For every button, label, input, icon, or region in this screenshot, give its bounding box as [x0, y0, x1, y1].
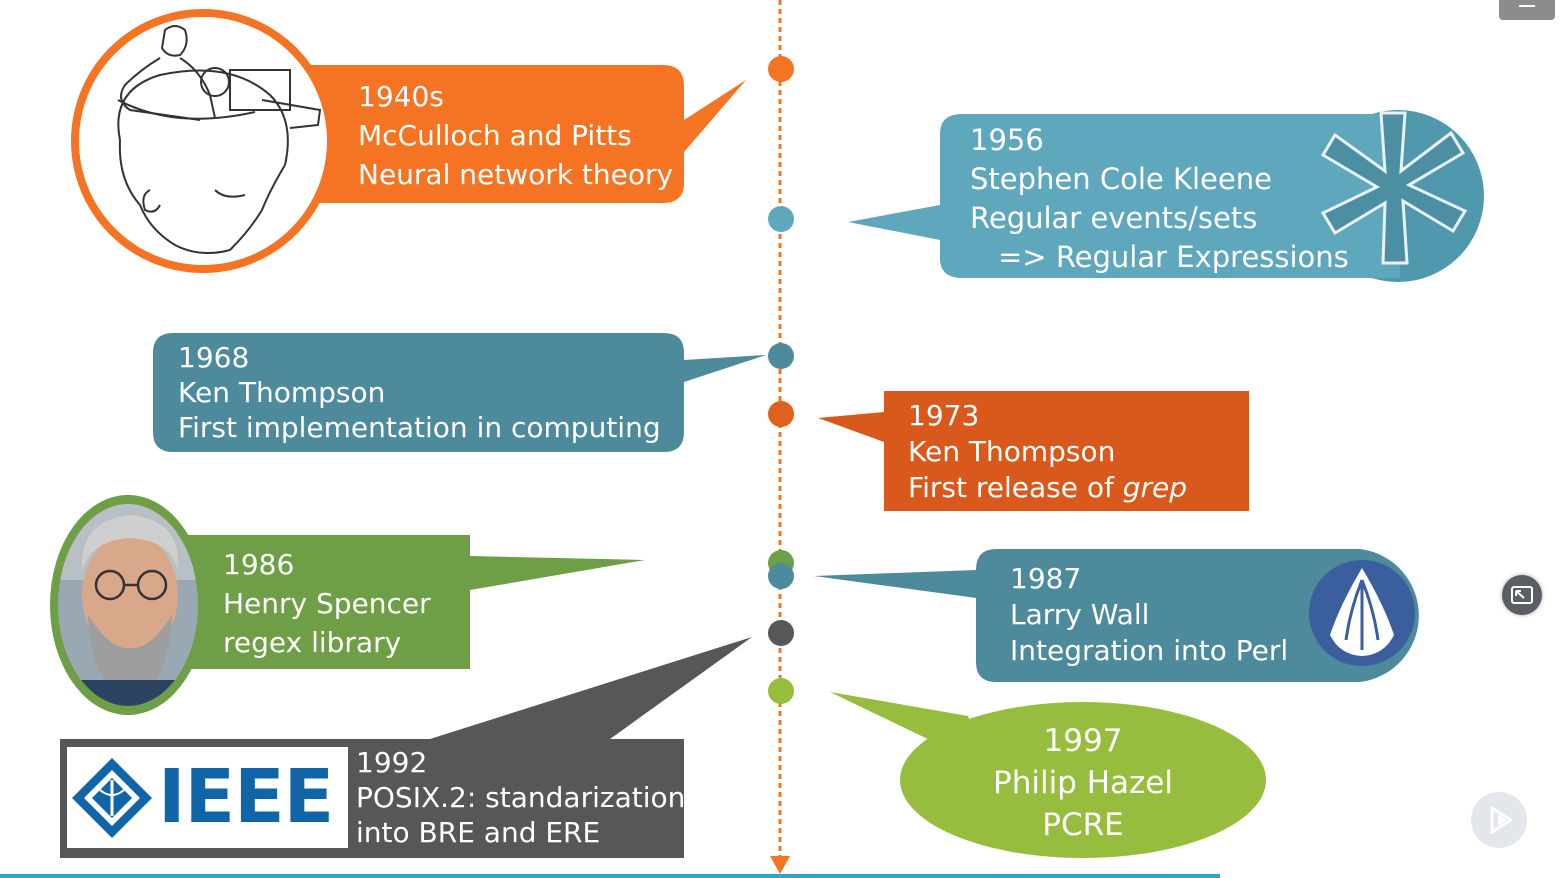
event-1940s-year: 1940s — [358, 80, 444, 113]
event-1992-text: 1992 POSIX.2: standarization into BRE an… — [356, 745, 685, 850]
event-1986-line1: Henry Spencer — [223, 587, 431, 620]
event-1956-text: 1956 Stephen Cole Kleene Regular events/… — [970, 121, 1349, 277]
dot-1940s — [768, 56, 794, 82]
asterisk-icon — [1320, 111, 1468, 265]
event-1992-line1: POSIX.2: standarization — [356, 781, 686, 814]
event-1987-text: 1987 Larry Wall Integration into Perl — [1010, 561, 1288, 669]
dot-1968 — [768, 343, 794, 369]
timeline-axis — [770, 0, 790, 874]
event-1987-year: 1987 — [1010, 562, 1082, 595]
event-1973-text: 1973 Ken Thompson First release of grep — [908, 398, 1187, 506]
menu-icon — [1519, 5, 1535, 7]
dot-1992 — [768, 620, 794, 646]
event-1956-year: 1956 — [970, 123, 1044, 157]
event-1968-line1: Ken Thompson — [178, 376, 386, 409]
event-1940s-text: 1940s McCulloch and Pitts Neural network… — [358, 77, 673, 194]
mcculloch-illustration — [71, 9, 335, 273]
event-1997-text: 1997 Philip Hazel PCRE — [902, 720, 1264, 846]
event-1973-line2: First release of grep — [908, 470, 1187, 506]
henry-spencer-photo — [58, 504, 198, 706]
dot-1987 — [768, 563, 794, 589]
event-1987-bubble — [814, 549, 1419, 682]
event-1940s-line2: Neural network theory — [358, 158, 674, 191]
event-1956-line2: Regular events/sets — [970, 201, 1258, 235]
exit-fullscreen-button[interactable] — [1502, 575, 1542, 615]
event-1987-line1: Larry Wall — [1010, 598, 1150, 631]
event-1987-line2: Integration into Perl — [1010, 634, 1289, 667]
event-1997-bubble — [830, 692, 1266, 858]
event-1992-year: 1992 — [356, 746, 428, 779]
event-1992-bubble — [60, 637, 752, 858]
event-1973-line2-prefix: First release of — [908, 471, 1123, 504]
video-progress-bar[interactable] — [0, 874, 1220, 878]
event-1968-year: 1968 — [178, 341, 250, 374]
timeline-dots — [768, 56, 794, 704]
fullscreen-exit-icon — [1511, 586, 1533, 604]
play-icon — [1490, 806, 1513, 834]
event-1973-year: 1973 — [908, 399, 980, 432]
menu-button[interactable] — [1499, 0, 1555, 20]
play-button[interactable] — [1471, 792, 1527, 848]
event-1986-line2: regex library — [223, 626, 402, 659]
event-1956-line3: => Regular Expressions — [998, 240, 1349, 274]
event-1997-line2: PCRE — [1042, 807, 1124, 843]
event-1968-bubble — [153, 333, 766, 452]
ieee-diamond-icon — [72, 758, 152, 838]
dot-1997 — [768, 678, 794, 704]
event-1997-line1: Philip Hazel — [993, 765, 1173, 801]
event-1997-year: 1997 — [1043, 723, 1123, 759]
event-1956-line1: Stephen Cole Kleene — [970, 162, 1272, 196]
dot-1956 — [768, 206, 794, 232]
dot-1973 — [768, 401, 794, 427]
event-1986-text: 1986 Henry Spencer regex library — [223, 545, 431, 662]
event-1973-line2-grep: grep — [1122, 471, 1188, 504]
event-1940s-bubble — [300, 65, 746, 203]
event-1968-text: 1968 Ken Thompson First implementation i… — [178, 340, 661, 445]
event-1973-line1: Ken Thompson — [908, 435, 1116, 468]
event-1956-bubble — [848, 110, 1484, 282]
event-1968-line2: First implementation in computing — [178, 411, 661, 444]
event-1940s-line1: McCulloch and Pitts — [358, 119, 632, 152]
onion-perl-icon — [1309, 560, 1415, 666]
event-1973-bubble — [818, 391, 1249, 511]
event-1986-year: 1986 — [223, 548, 295, 581]
ieee-logo-text: IEEE — [158, 754, 334, 840]
event-1992-line2: into BRE and ERE — [356, 816, 601, 849]
